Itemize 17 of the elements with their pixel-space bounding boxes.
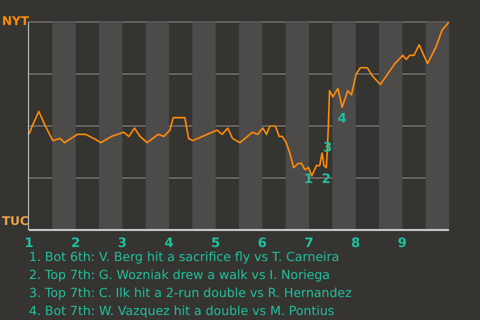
annotation: 1	[304, 172, 314, 187]
text: 3. Top 7th: C. Ilk hit a 2-run double vs R. Hernandez	[29, 284, 353, 302]
x-tick-label: 4	[164, 236, 174, 252]
text: 4. Bot 7th: W. Vazquez hit a double vs M. Pontius	[29, 302, 336, 320]
text: NYT	[2, 14, 29, 28]
text: 1. Bot 6th: V. Berg hit a sacrifice fly vs T. Carneira	[29, 249, 340, 264]
text: 2. Top 7th: G. Wozniak drew a walk vs I. Noriega	[29, 266, 331, 284]
x-tick-label: 8	[351, 236, 360, 252]
x-tick-label: 7	[304, 236, 314, 252]
x-tick-label: 3	[118, 236, 127, 252]
x-tick-label: 9	[398, 236, 407, 252]
x-tick-label: 1	[24, 236, 34, 252]
x-tick-label: 2	[71, 236, 80, 252]
text: TUC	[2, 214, 29, 228]
x-tick-label: 6	[258, 236, 267, 252]
annotation: 4	[338, 112, 347, 127]
x-tick-label: 5	[211, 236, 220, 252]
